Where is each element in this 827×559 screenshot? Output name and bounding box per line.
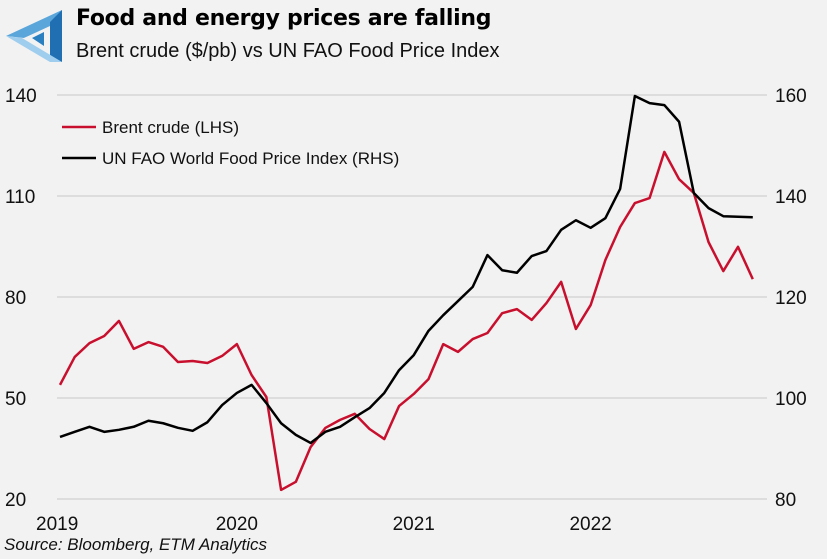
brent-crude-line [58, 150, 754, 492]
legend: Brent crude (LHS) UN FAO World Food Pric… [62, 118, 399, 168]
x-axis-tick-label: 2022 [569, 514, 611, 535]
chart-subtitle: Brent crude ($/pb) vs UN FAO Food Price … [76, 40, 500, 62]
food-price-index-line [59, 94, 753, 445]
right-axis-tick-label: 120 [775, 288, 807, 309]
legend-label-brent: Brent crude (LHS) [102, 118, 239, 137]
legend-label-food: UN FAO World Food Price Index (RHS) [102, 149, 399, 168]
right-axis-tick-label: 80 [775, 490, 796, 511]
chart-title: Food and energy prices are falling [76, 6, 492, 31]
x-axis-tick-label: 2021 [393, 514, 435, 535]
left-axis-tick-label: 50 [5, 389, 26, 410]
left-axis-tick-label: 20 [5, 490, 26, 511]
left-axis-tick-label: 80 [5, 288, 26, 309]
right-axis-tick-label: 160 [775, 86, 807, 107]
x-axis-tick-label: 2019 [36, 514, 78, 535]
source-note: Source: Bloomberg, ETM Analytics [4, 535, 267, 554]
left-axis-tick-label: 140 [5, 86, 37, 107]
etm-logo-icon [6, 10, 62, 62]
right-axis-tick-label: 100 [775, 389, 807, 410]
right-axis-tick-label: 140 [775, 187, 807, 208]
left-axis-tick-label: 110 [5, 187, 35, 208]
x-axis-tick-label: 2020 [216, 514, 258, 535]
